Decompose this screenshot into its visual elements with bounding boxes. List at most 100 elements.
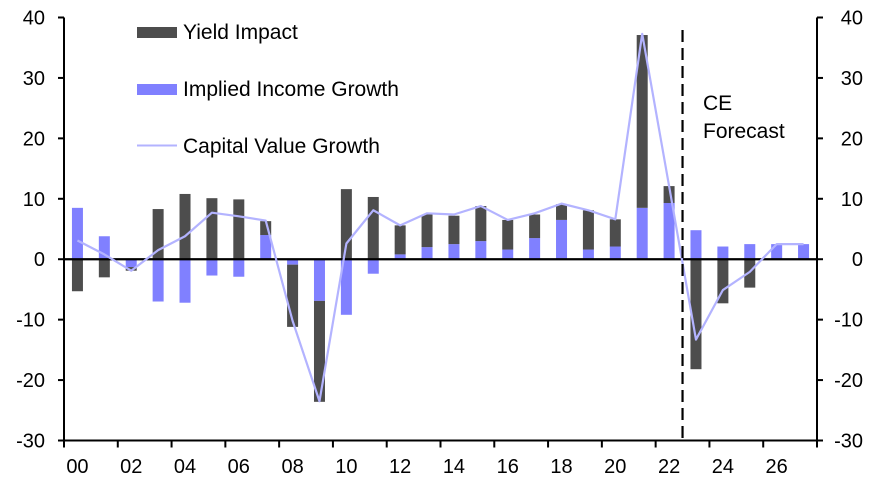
- x-tick-label: 08: [281, 456, 303, 478]
- y-tick-label-left: 10: [23, 189, 45, 211]
- legend: Yield Impact Implied Income Growth Capit…: [137, 21, 399, 158]
- bar-implied-income-growth-2003: [152, 259, 164, 302]
- bar-implied-income-growth-2005: [206, 259, 218, 276]
- bars-layer: [71, 35, 810, 402]
- bar-yield-impact-2014: [448, 215, 460, 245]
- y-tick-label-left: 30: [23, 68, 45, 90]
- bar-implied-income-growth-2015: [475, 241, 487, 260]
- y-tick-label-right: 20: [841, 128, 863, 150]
- legend-label-implied-income-growth: Implied Income Growth: [183, 78, 399, 101]
- bar-yield-impact-2016: [502, 219, 514, 250]
- bar-implied-income-growth-2007: [260, 235, 272, 260]
- bar-yield-impact-2007: [260, 221, 272, 236]
- bar-implied-income-growth-2026: [771, 244, 783, 260]
- bar-yield-impact-2017: [529, 214, 541, 239]
- legend-label-capital-value-growth: Capital Value Growth: [183, 135, 380, 158]
- x-tick-label: 22: [658, 456, 680, 478]
- bar-yield-impact-2005: [206, 198, 218, 260]
- bar-implied-income-growth-2001: [98, 236, 110, 260]
- bar-yield-impact-2008: [287, 264, 299, 327]
- x-tick-label: 06: [228, 456, 250, 478]
- bar-yield-impact-2011: [367, 196, 379, 260]
- bar-implied-income-growth-2019: [582, 249, 594, 260]
- bar-implied-income-growth-2020: [609, 246, 621, 260]
- bar-implied-income-growth-2025: [744, 244, 756, 260]
- bar-implied-income-growth-2000: [71, 207, 83, 260]
- bar-implied-income-growth-2022: [663, 203, 675, 260]
- x-tick-label: 02: [120, 456, 142, 478]
- y-tick-label-right: -30: [834, 431, 863, 453]
- y-tick-label-left: -30: [16, 431, 45, 453]
- bar-implied-income-growth-2018: [556, 219, 568, 260]
- bar-implied-income-growth-2002: [125, 259, 137, 268]
- x-tick-label: 04: [174, 456, 196, 478]
- x-tick-label: 20: [604, 456, 626, 478]
- legend-item-capital-value-growth[interactable]: Capital Value Growth: [137, 135, 380, 158]
- y-tick-label-left: 40: [23, 8, 45, 30]
- bar-yield-impact-2025: [744, 259, 756, 288]
- y-tick-label-left: -20: [16, 370, 45, 392]
- y-tick-label-left: -10: [16, 310, 45, 332]
- bar-yield-impact-2021: [636, 35, 648, 208]
- bar-yield-impact-2013: [421, 214, 433, 248]
- forecast-annotation: CE Forecast: [703, 92, 785, 143]
- bar-yield-impact-2020: [609, 219, 621, 247]
- bar-implied-income-growth-2013: [421, 247, 433, 260]
- legend-item-implied-income-growth[interactable]: Implied Income Growth: [137, 78, 399, 101]
- bar-yield-impact-2018: [556, 204, 568, 220]
- legend-item-yield-impact[interactable]: Yield Impact: [137, 21, 298, 44]
- bar-implied-income-growth-2009: [313, 259, 325, 301]
- bar-implied-income-growth-2027: [798, 244, 810, 260]
- bar-implied-income-growth-2008: [287, 259, 299, 265]
- bar-yield-impact-2012: [394, 225, 406, 255]
- bar-yield-impact-2004: [179, 193, 191, 260]
- bar-implied-income-growth-2004: [179, 259, 191, 303]
- bar-yield-impact-2019: [582, 210, 594, 250]
- x-tick-label: 12: [389, 456, 411, 478]
- x-tick-label: 18: [550, 456, 572, 478]
- bar-yield-impact-2022: [663, 186, 675, 204]
- y-tick-label-right: -10: [834, 310, 863, 332]
- bar-implied-income-growth-2021: [636, 207, 648, 260]
- bar-yield-impact-2000: [71, 259, 83, 292]
- bar-implied-income-growth-2016: [502, 249, 514, 260]
- x-tick-label: 10: [335, 456, 357, 478]
- y-tick-label-left: 0: [34, 249, 45, 271]
- y-tick-label-right: 0: [852, 249, 863, 271]
- bar-implied-income-growth-2024: [717, 246, 729, 260]
- x-tick-label: 00: [66, 456, 88, 478]
- bar-implied-income-growth-2017: [529, 238, 541, 260]
- legend-swatch-implied-income-growth: [137, 84, 177, 95]
- bar-yield-impact-2010: [340, 189, 352, 260]
- y-tick-label-right: 10: [841, 189, 863, 211]
- y-tick-label-left: 20: [23, 128, 45, 150]
- x-tick-label: 24: [712, 456, 734, 478]
- bar-yield-impact-2002: [125, 267, 137, 271]
- line-capital-value-growth: [76, 32, 804, 403]
- bar-yield-impact-2003: [152, 209, 164, 260]
- y-tick-label-right: 40: [841, 8, 863, 30]
- bar-yield-impact-2001: [98, 259, 110, 278]
- bar-implied-income-growth-2011: [367, 259, 379, 274]
- legend-swatch-yield-impact: [137, 27, 177, 38]
- axes: 40 30 20 10 0 -10 -20 -30 40 30 20 10 0 -10 -20 -30 00 02…: [16, 8, 863, 479]
- bar-implied-income-growth-2006: [233, 259, 245, 277]
- x-tick-label: 26: [766, 456, 788, 478]
- bar-implied-income-growth-2010: [340, 259, 352, 315]
- y-tick-label-right: 30: [841, 68, 863, 90]
- bar-yield-impact-2023: [690, 259, 702, 370]
- bar-yield-impact-2009: [313, 300, 325, 402]
- legend-label-yield-impact: Yield Impact: [183, 21, 298, 44]
- bar-implied-income-growth-2023: [690, 230, 702, 260]
- bar-implied-income-growth-2014: [448, 244, 460, 260]
- x-tick-label: 14: [443, 456, 465, 478]
- bar-yield-impact-2015: [475, 206, 487, 242]
- bar-yield-impact-2024: [717, 259, 729, 304]
- bar-implied-income-growth-2012: [394, 254, 406, 260]
- forecast-label-line-1: CE: [703, 92, 732, 115]
- y-tick-label-right: -20: [834, 370, 863, 392]
- x-tick-label: 16: [497, 456, 519, 478]
- forecast-label-line-2: Forecast: [703, 120, 785, 143]
- bar-yield-impact-2006: [233, 199, 245, 260]
